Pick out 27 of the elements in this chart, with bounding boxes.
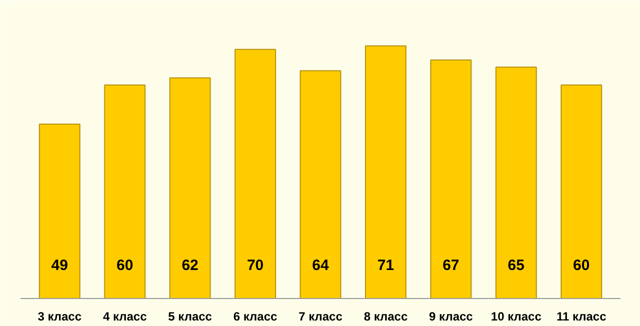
data-label: 49: [51, 257, 68, 274]
x-tick-label: 7 класс: [298, 310, 343, 324]
bar: [430, 60, 472, 298]
x-tick-label: 11 класс: [556, 310, 607, 324]
data-label: 67: [442, 257, 460, 274]
data-label: 71: [377, 257, 394, 274]
x-tick-label: 6 класс: [233, 310, 278, 324]
x-tick-label: 3 класс: [38, 310, 82, 324]
data-label: 62: [182, 257, 198, 274]
bar: [234, 48, 276, 298]
data-label: 70: [246, 257, 264, 274]
data-label: 65: [508, 257, 524, 274]
data-label: 60: [116, 257, 134, 274]
bar: [38, 124, 80, 298]
bar: [300, 70, 342, 298]
bar: [365, 45, 406, 298]
x-tick-label: 9 класс: [429, 310, 474, 324]
x-tick-label: 4 класс: [102, 310, 148, 324]
x-tick-label: 10 класс: [490, 310, 542, 324]
bar: [560, 84, 602, 298]
bar: [169, 77, 211, 298]
x-tick-label: 8 класс: [364, 310, 408, 324]
bar: [104, 84, 146, 298]
x-tick-label: 5 класс: [168, 310, 212, 324]
bar: [495, 66, 537, 298]
data-label: 60: [573, 257, 590, 274]
data-label: 64: [312, 257, 330, 274]
